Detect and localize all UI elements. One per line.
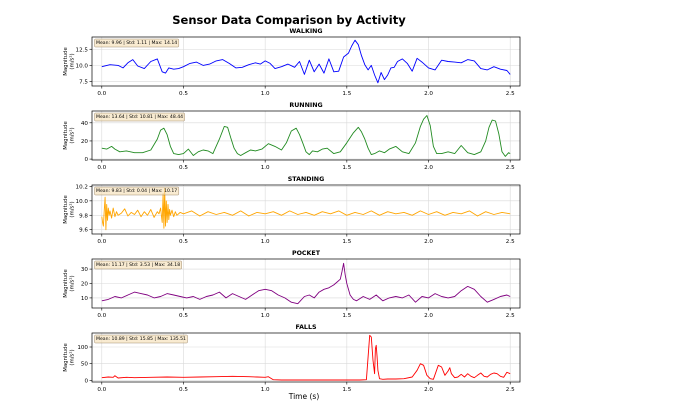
falls-title: FALLS [295,324,316,331]
standing-title: STANDING [288,176,325,183]
running-series-line [101,115,511,157]
falls-xtick-label-5: 2.5 [506,387,515,393]
figure-xlabel: Time (s) [288,392,320,401]
running-ylabel: Magnitude(m/s²) [63,121,76,150]
walking-ytick-label-0: 7.5 [79,79,88,85]
running-xtick-label-4: 2.0 [424,165,433,171]
standing-xtick-label-1: 0.5 [179,239,188,245]
walking-stats-box [94,38,179,48]
running-panel: 0.0 0.5 1.0 1.5 2.0 2.5 0 20 40 RUNNING Magnitude(… [63,102,521,171]
pocket-series-line [101,262,511,305]
standing-ytick-label-2: 10.0 [76,199,89,205]
walking-xtick-label-3: 1.5 [342,91,351,97]
falls-axes-frame [91,332,521,383]
running-axes-frame [91,110,521,161]
pocket-xtick-label-1: 0.5 [179,313,188,319]
walking-panel: 0.0 0.5 1.0 1.5 2.0 2.5 7.5 10.0 12.5 WALKING Magn… [63,28,521,97]
walking-title: WALKING [289,28,322,35]
standing-stats-box [94,186,179,196]
running-ytick-label-1: 20 [81,139,89,145]
walking-grid [92,37,520,86]
running-xtick-label-0: 0.0 [97,165,106,171]
pocket-stats-box [94,260,182,270]
pocket-ytick-label-1: 20 [81,282,89,288]
standing-axes-frame [91,184,521,235]
walking-ylabel: Magnitude(m/s²) [63,47,76,76]
falls-xtick-label-4: 2.0 [424,387,433,393]
walking-series-line [101,39,511,84]
pocket-title: POCKET [292,250,321,257]
standing-ylabel: Magnitude(m/s²) [63,195,76,224]
running-title: RUNNING [289,102,322,109]
falls-panel: 0.0 0.5 1.0 1.5 2.0 2.5 0 50 100 FALLS Magnitude(m… [63,324,521,393]
pocket-xtick-label-0: 0.0 [97,313,106,319]
pocket-xtick-label-5: 2.5 [506,313,515,319]
falls-xtick-label-3: 1.5 [342,387,351,393]
standing-xtick-label-2: 1.0 [261,239,270,245]
standing-ytick-label-1: 9.8 [79,213,88,219]
falls-xtick-label-0: 0.0 [97,387,106,393]
running-xtick-label-5: 2.5 [506,165,515,171]
walking-ytick-label-1: 10.0 [76,63,89,69]
walking-xtick-label-2: 1.0 [261,91,270,97]
standing-ytick-label-0: 9.6 [79,228,88,234]
walking-stats-text: Mean: 9.96 | Std: 1.11 | Max: 14.14 [96,40,177,46]
walking-axes-frame [91,36,521,87]
walking-ytick-label-2: 12.5 [76,47,89,53]
pocket-xtick-label-2: 1.0 [261,313,270,319]
running-ytick-label-0: 0 [84,157,88,163]
walking-xtick-label-5: 2.5 [506,91,515,97]
pocket-ytick-label-2: 30 [81,267,89,273]
falls-ytick-label-1: 50 [81,362,89,368]
falls-ytick-label-2: 100 [77,345,88,351]
walking-xtick-label-1: 0.5 [179,91,188,97]
running-grid [92,111,520,160]
falls-series-line [101,334,511,381]
walking-xtick-label-4: 2.0 [424,91,433,97]
standing-ytick-label-3: 10.2 [76,184,88,190]
pocket-ytick-label-0: 10 [81,296,89,302]
running-xtick-label-2: 1.0 [261,165,270,171]
running-stats-text: Mean: 13.64 | Std: 10.81 | Max: 48.44 [96,114,183,120]
pocket-ylabel: Magnitude(m/s²) [63,269,76,298]
standing-series-line [101,188,511,231]
running-ytick-label-2: 40 [81,121,89,127]
pocket-panel: 0.0 0.5 1.0 1.5 2.0 2.5 10 20 30 POCKET Magnitude(… [63,250,521,319]
walking-xtick-label-0: 0.0 [97,91,106,97]
standing-xtick-label-5: 2.5 [506,239,515,245]
pocket-xtick-label-3: 1.5 [342,313,351,319]
running-stats-box [94,112,185,122]
standing-panel: 0.0 0.5 1.0 1.5 2.0 2.5 9.6 9.8 10.0 10.2 STANDING… [63,176,521,245]
running-xtick-label-3: 1.5 [342,165,351,171]
falls-ylabel: Magnitude(m/s²) [63,343,76,372]
pocket-stats-text: Mean: 11.17 | Std: 3.53 | Max: 34.18 [96,262,180,268]
pocket-xtick-label-4: 2.0 [424,313,433,319]
standing-xtick-label-0: 0.0 [97,239,106,245]
figure-title: Sensor Data Comparison by Activity [172,13,406,27]
standing-stats-text: Mean: 9.83 | Std: 0.04 | Max: 10.17 [96,188,177,194]
subplots: 0.0 0.5 1.0 1.5 2.0 2.5 7.5 10.0 12.5 WALKING Magn… [63,28,521,393]
standing-xtick-label-3: 1.5 [342,239,351,245]
falls-ytick-label-0: 0 [84,378,88,384]
falls-xtick-label-2: 1.0 [261,387,270,393]
running-xtick-label-1: 0.5 [179,165,188,171]
falls-xtick-label-1: 0.5 [179,387,188,393]
falls-stats-text: Mean: 10.89 | Std: 15.85 | Max: 135.51 [96,336,186,342]
falls-stats-box [94,334,188,344]
standing-xtick-label-4: 2.0 [424,239,433,245]
